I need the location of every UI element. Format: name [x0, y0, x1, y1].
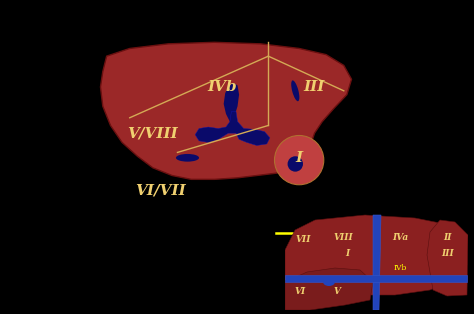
Text: VII: VII	[295, 236, 311, 245]
Text: I: I	[296, 151, 303, 165]
Text: VI/VII: VI/VII	[135, 184, 186, 198]
Polygon shape	[285, 215, 467, 295]
Text: IVb: IVb	[393, 264, 407, 272]
Ellipse shape	[291, 80, 300, 101]
Text: I: I	[345, 250, 349, 258]
Ellipse shape	[323, 278, 335, 286]
Polygon shape	[195, 111, 270, 145]
Circle shape	[288, 156, 303, 172]
Text: IVb: IVb	[207, 80, 237, 94]
Polygon shape	[100, 42, 352, 179]
Polygon shape	[285, 275, 467, 282]
Text: IVa: IVa	[392, 234, 408, 242]
Text: V: V	[334, 288, 340, 296]
Text: III: III	[442, 250, 455, 258]
Circle shape	[274, 135, 324, 185]
Polygon shape	[285, 268, 373, 310]
Polygon shape	[373, 215, 381, 310]
Polygon shape	[427, 220, 468, 296]
Polygon shape	[224, 83, 239, 122]
Text: V/VIII: V/VIII	[128, 126, 178, 140]
Ellipse shape	[176, 154, 199, 162]
Text: III: III	[304, 80, 325, 94]
Text: II: II	[443, 234, 451, 242]
Text: VI: VI	[294, 288, 306, 296]
Text: VIII: VIII	[333, 234, 353, 242]
